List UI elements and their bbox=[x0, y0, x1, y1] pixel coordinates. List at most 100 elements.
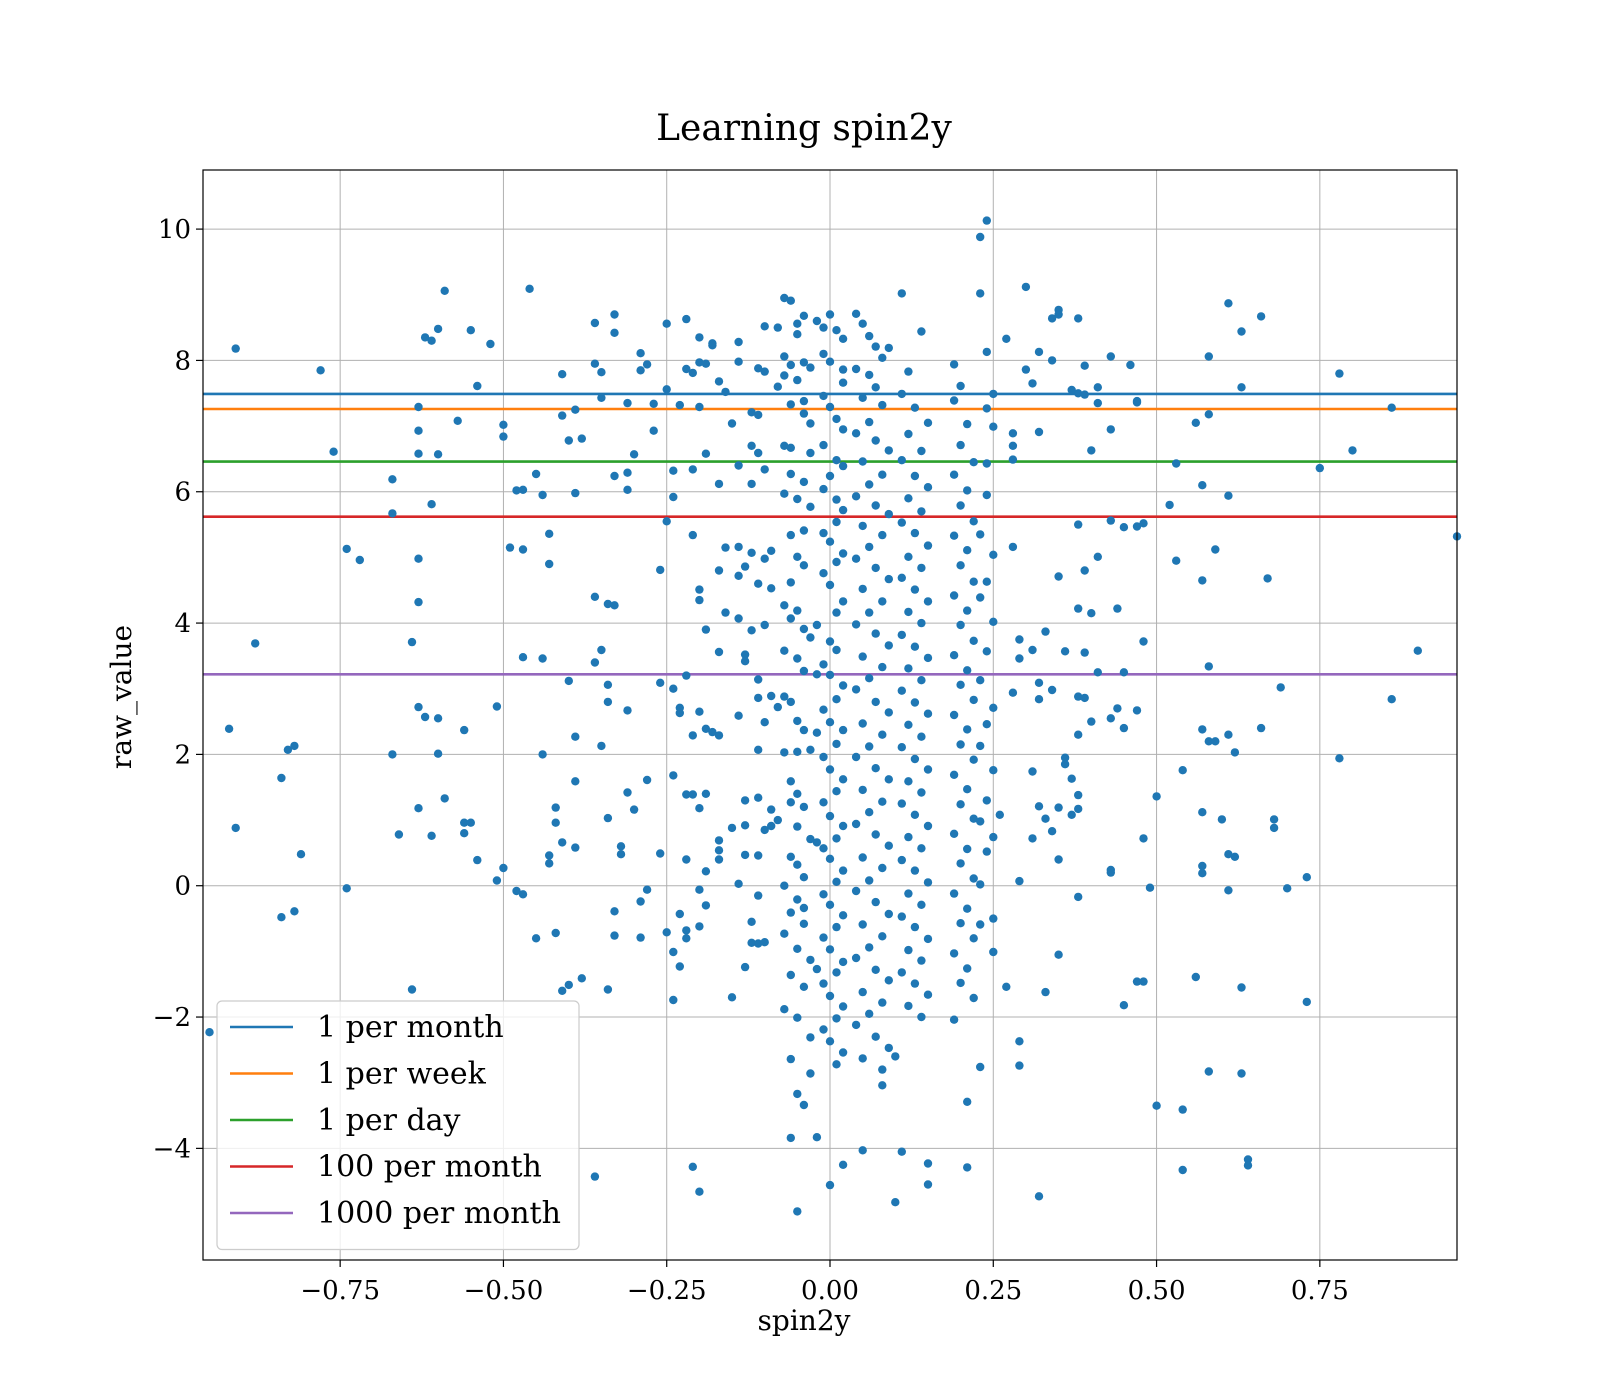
data-point bbox=[224, 724, 234, 733]
data-point bbox=[355, 555, 364, 565]
data-point bbox=[917, 956, 926, 965]
data-point bbox=[858, 457, 867, 466]
data-point bbox=[623, 706, 632, 715]
data-point bbox=[695, 402, 704, 412]
data-point bbox=[1054, 305, 1063, 315]
data-point bbox=[1074, 892, 1083, 902]
data-point bbox=[1034, 347, 1044, 357]
data-point bbox=[786, 530, 795, 540]
data-point bbox=[1256, 723, 1266, 733]
data-point bbox=[1074, 804, 1083, 814]
data-point bbox=[793, 330, 802, 339]
data-point bbox=[917, 788, 926, 797]
data-point bbox=[884, 1043, 893, 1053]
data-point bbox=[1119, 723, 1129, 733]
data-point bbox=[806, 1069, 815, 1078]
data-point bbox=[251, 639, 260, 648]
data-point bbox=[819, 933, 828, 942]
data-point bbox=[1263, 574, 1272, 583]
data-point bbox=[427, 831, 436, 840]
data-point bbox=[551, 818, 560, 827]
data-point bbox=[799, 725, 809, 735]
data-point bbox=[1021, 365, 1031, 374]
data-point bbox=[819, 979, 828, 988]
data-point bbox=[949, 531, 959, 540]
data-point bbox=[754, 448, 763, 458]
data-point bbox=[669, 684, 678, 693]
data-point bbox=[551, 803, 560, 812]
data-point bbox=[440, 794, 449, 803]
data-point bbox=[982, 459, 991, 468]
data-point bbox=[865, 608, 874, 617]
data-point bbox=[1113, 704, 1122, 713]
data-point bbox=[760, 938, 769, 947]
data-point bbox=[629, 450, 639, 459]
data-point bbox=[799, 1100, 809, 1110]
data-point bbox=[799, 873, 809, 882]
data-point bbox=[780, 881, 789, 890]
data-point bbox=[1224, 886, 1233, 895]
data-point bbox=[682, 855, 691, 864]
data-point bbox=[963, 666, 972, 675]
data-point bbox=[545, 559, 554, 569]
data-point bbox=[806, 502, 815, 511]
data-point bbox=[407, 637, 417, 647]
data-point bbox=[832, 787, 841, 796]
data-point bbox=[701, 625, 711, 634]
data-point bbox=[1008, 441, 1018, 450]
data-point bbox=[734, 461, 743, 470]
data-point bbox=[1054, 950, 1063, 959]
data-point bbox=[910, 754, 920, 764]
data-point bbox=[825, 718, 835, 727]
data-point bbox=[871, 563, 880, 573]
data-point bbox=[714, 647, 724, 657]
data-point bbox=[956, 561, 965, 570]
data-point bbox=[754, 364, 763, 373]
data-point bbox=[695, 333, 704, 342]
data-point bbox=[1008, 429, 1018, 438]
data-point bbox=[878, 863, 887, 873]
data-point bbox=[989, 832, 998, 842]
data-point bbox=[799, 919, 809, 928]
data-point bbox=[695, 585, 704, 594]
data-point bbox=[760, 367, 769, 376]
data-point bbox=[969, 993, 978, 1003]
data-point bbox=[976, 530, 985, 539]
data-point bbox=[1224, 730, 1233, 739]
data-point bbox=[682, 671, 691, 680]
data-point bbox=[394, 830, 404, 839]
data-point bbox=[414, 702, 423, 712]
data-point bbox=[629, 805, 639, 814]
data-point bbox=[669, 947, 678, 957]
data-point bbox=[1074, 730, 1083, 739]
data-point bbox=[1002, 334, 1011, 343]
data-point bbox=[675, 909, 684, 919]
x-tick-label: 0.75 bbox=[1291, 1276, 1349, 1306]
data-point bbox=[701, 359, 711, 368]
data-point bbox=[917, 563, 926, 573]
data-point bbox=[636, 897, 645, 906]
data-point bbox=[897, 389, 906, 399]
data-point bbox=[1204, 410, 1214, 419]
data-point bbox=[865, 876, 874, 885]
data-point bbox=[1080, 390, 1089, 399]
data-point bbox=[669, 492, 678, 502]
data-point bbox=[747, 408, 756, 417]
data-point bbox=[963, 486, 972, 495]
data-point bbox=[884, 976, 893, 985]
data-point bbox=[1237, 327, 1246, 336]
data-point bbox=[597, 393, 606, 402]
data-point bbox=[662, 319, 671, 328]
data-point bbox=[780, 929, 789, 938]
data-point bbox=[871, 501, 880, 510]
data-point bbox=[897, 573, 906, 582]
data-point bbox=[1060, 760, 1070, 769]
data-point bbox=[714, 566, 724, 575]
data-point bbox=[793, 822, 802, 831]
data-point bbox=[799, 903, 809, 913]
data-point bbox=[767, 805, 776, 814]
data-point bbox=[610, 471, 619, 481]
data-point bbox=[1067, 810, 1076, 819]
data-point bbox=[963, 419, 972, 429]
data-point bbox=[747, 626, 756, 635]
